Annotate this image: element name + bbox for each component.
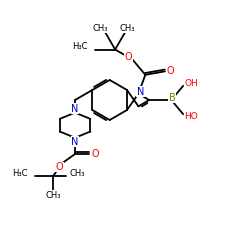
Text: B: B bbox=[168, 93, 175, 103]
Text: O: O bbox=[56, 162, 63, 172]
Text: CH₃: CH₃ bbox=[120, 24, 135, 33]
Text: N: N bbox=[71, 137, 79, 147]
Text: H₃C: H₃C bbox=[72, 42, 87, 51]
Text: N: N bbox=[71, 104, 79, 114]
Text: CH₃: CH₃ bbox=[92, 24, 108, 33]
Text: O: O bbox=[92, 149, 99, 159]
Text: N: N bbox=[137, 86, 144, 97]
Text: H₃C: H₃C bbox=[12, 169, 28, 178]
Text: O: O bbox=[125, 52, 132, 62]
Text: OH: OH bbox=[184, 79, 198, 88]
Text: CH₃: CH₃ bbox=[46, 190, 61, 200]
Text: O: O bbox=[166, 66, 174, 76]
Text: CH₃: CH₃ bbox=[69, 169, 84, 178]
Text: HO: HO bbox=[184, 112, 198, 121]
